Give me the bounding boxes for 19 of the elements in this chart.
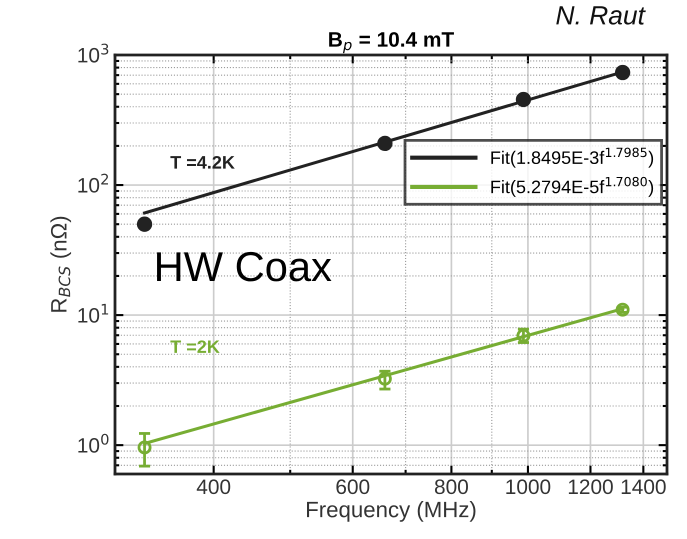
legend-label: Fit(1.8495E-3f$^{1.7985}$) [491,148,654,168]
x-tick-label: 1200 [568,479,613,494]
legend-label: Fit(5.2794E-5f$^{1.7080}$) [491,176,654,197]
x-tick-label: 400 [196,479,230,494]
x-tick-label: 1400 [622,479,666,494]
annotation: T =2K [170,340,220,353]
text: N. Raut [556,6,646,25]
x-axis-title: Frequency (MHz) [307,501,476,522]
x-tick-label: 800 [434,479,468,494]
y-tick-label: 10$^{1}$ [78,304,108,323]
y-tick-label: 10$^{3}$ [78,44,108,63]
y-tick-label: 10$^{2}$ [78,174,108,193]
annotation: T =4.2K [170,156,235,169]
y-axis-title: R$_{BCS}$ (nΩ) [50,216,72,312]
chart-title: B$_{p}$ = 10.4 mT [329,32,454,54]
x-tick-label: 1000 [506,479,550,494]
y-tick-label: 10$^{0}$ [78,434,108,453]
x-tick-label: 600 [336,479,370,494]
annotation: HW Coax [157,252,332,282]
